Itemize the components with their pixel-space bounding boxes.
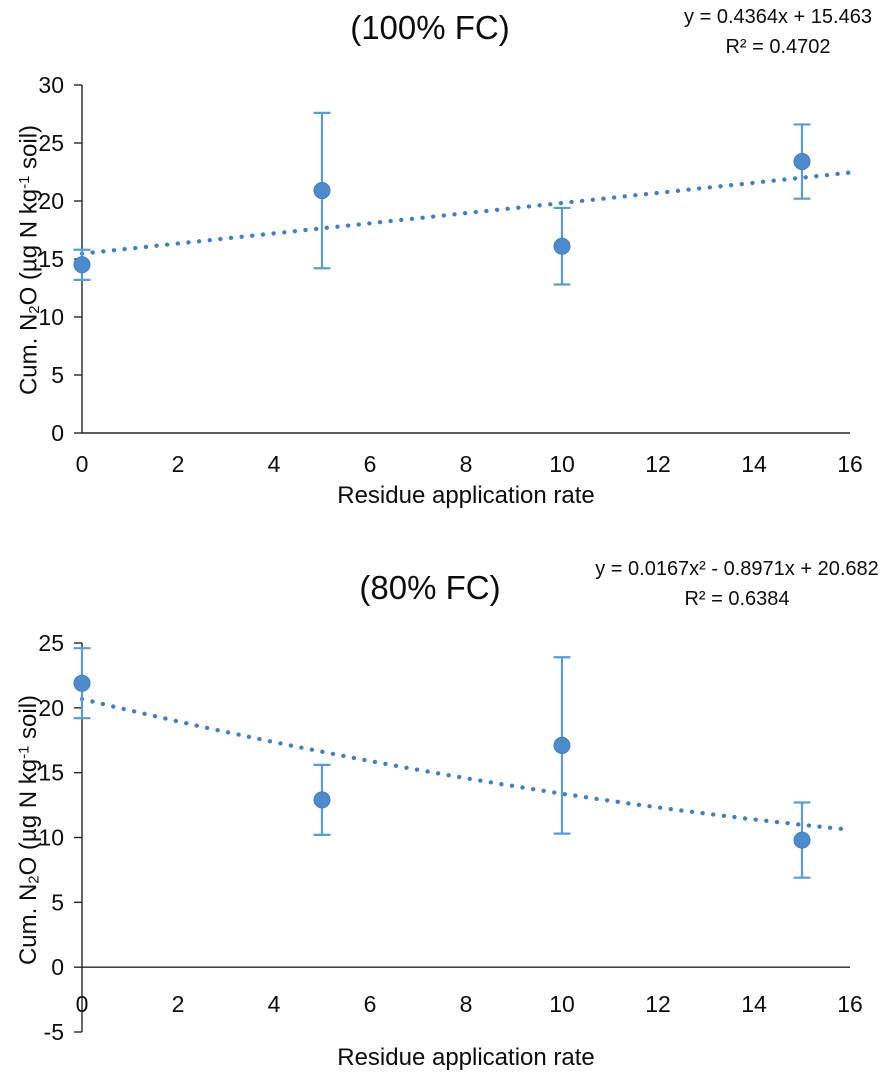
chart1-ylabel-subscript: 2 [27,305,44,314]
chart1-x-tick-label: 8 [460,451,473,477]
chart1-x-tick-label: 4 [268,451,281,477]
chart1-y-axis-title: Cum. N2O (µg N kg-1 soil) [11,86,43,434]
chart1-x-axis-title: Residue application rate [337,482,595,509]
chart1-x-tick-label: 10 [549,451,575,477]
chart2-data-point [793,831,811,849]
chart1-data-point [73,256,91,274]
chart1-data-point [313,182,331,200]
chart2-data-point [73,674,91,692]
chart2-equation-text: y = 0.0167x² - 0.8971x + 20.682 [595,558,879,580]
chart2-y-tick-label: 0 [51,954,64,980]
chart2-x-tick-label: 6 [364,991,377,1017]
chart2-x-tick-label: 12 [645,991,671,1017]
chart1-y-tick-label: 25 [38,130,64,156]
chart2-ylabel-middle: O (µg N kg [14,758,42,876]
chart2-title: (80% FC) [359,569,501,606]
chart1-y-tick-label: 0 [51,420,64,446]
chart1-y-tick-label: 20 [38,188,64,214]
chart1-trendline-equation: y = 0.4364x + 15.463 R² = 0.4702 [663,2,888,62]
chart2-ylabel-superscript: -1 [16,745,33,759]
chart1-x-tick-label: 2 [172,451,185,477]
chart2-x-tick-label: 0 [76,991,89,1017]
chart2-x-tick-label: 8 [460,991,473,1017]
chart2-ylabel-prefix: Cum. N [14,883,42,966]
chart1-r-squared-text: R² = 0.4702 [725,36,831,58]
chart1-title: (100% FC) [350,9,510,46]
chart1-y-tick-label: 5 [51,362,64,388]
chart1-x-tick-label: 14 [741,451,767,477]
chart2-y-tick-label: 20 [38,695,64,721]
chart1-x-tick-label: 0 [76,451,89,477]
chart1-trendline [79,170,853,256]
chart2-trendline-equation: y = 0.0167x² - 0.8971x + 20.682 R² = 0.6… [587,554,887,614]
chart2-x-tick-label: 10 [549,991,575,1017]
chart2-x-tick-label: 16 [837,991,863,1017]
chart2-y-axis-title: Cum. N2O (µg N kg-1 soil) [11,636,43,1025]
chart1-x-tick-label: 6 [364,451,377,477]
chart2-y-tick-label: 25 [38,630,64,656]
chart2-x-tick-label: 14 [741,991,767,1017]
chart1-y-tick-label: 15 [38,246,64,272]
chart2-x-tick-label: 2 [172,991,185,1017]
chart2-ylabel-suffix: soil) [14,694,42,746]
chart1-x-tick-label: 16 [837,451,863,477]
chart2-y-tick-label: -5 [44,1019,64,1045]
chart1-y-tick-label: 10 [38,304,64,330]
chart1-x-tick-label: 12 [645,451,671,477]
chart1-ylabel-suffix: soil) [15,124,43,176]
chart2-ylabel-subscript: 2 [26,875,43,884]
chart2-data-point [553,736,571,754]
chart2-data-point [313,791,331,809]
chart2-x-tick-label: 4 [268,991,281,1017]
chart2-trendline [79,696,853,832]
chart1-ylabel-middle: O (µg N kg [15,188,43,306]
chart1-data-point [793,153,811,171]
chart2-y-tick-label: 10 [38,825,64,851]
chart1-y-tick-label: 30 [38,72,64,98]
chart1-ylabel-superscript: -1 [17,175,33,189]
chart2-r-squared-text: R² = 0.6384 [684,588,790,610]
chart2-x-axis-title: Residue application rate [337,1044,595,1071]
chart2-y-tick-label: 15 [38,760,64,786]
chart1-ylabel-prefix: Cum. N [15,313,43,396]
chart2-y-tick-label: 5 [51,889,64,915]
chart1-data-point [553,237,571,255]
chart1-equation-text: y = 0.4364x + 15.463 [684,6,872,28]
